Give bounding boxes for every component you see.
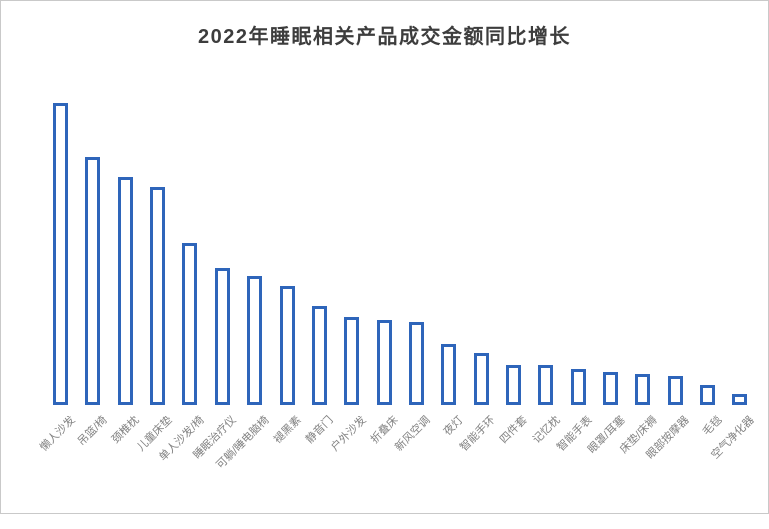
bar (603, 372, 618, 405)
bar (214, 268, 230, 405)
bar (505, 365, 521, 405)
bar (182, 243, 198, 405)
bar (732, 394, 748, 405)
bar (150, 187, 166, 405)
bar-chart-plot-area: 懒人沙发 吊篮/椅 颈椎枕 儿童床垫 单人沙发/椅 睡眠治疗仪 可躺/睡电脑椅 褪黑素 静音门户… (38, 103, 756, 471)
bar (53, 103, 68, 405)
chart-title: 2022年睡眠相关产品成交金额同比增长 (198, 26, 571, 48)
bar (376, 320, 392, 405)
bar (279, 286, 295, 405)
bar (570, 369, 586, 405)
bar (473, 353, 489, 405)
bar (635, 374, 651, 405)
bar (247, 276, 263, 405)
bar (344, 317, 360, 405)
bar (667, 376, 683, 405)
bar (441, 344, 457, 405)
bar (408, 322, 424, 405)
bar (538, 365, 554, 405)
bar (117, 177, 133, 405)
bar (311, 306, 327, 405)
bar (700, 385, 715, 405)
bar (85, 157, 101, 405)
